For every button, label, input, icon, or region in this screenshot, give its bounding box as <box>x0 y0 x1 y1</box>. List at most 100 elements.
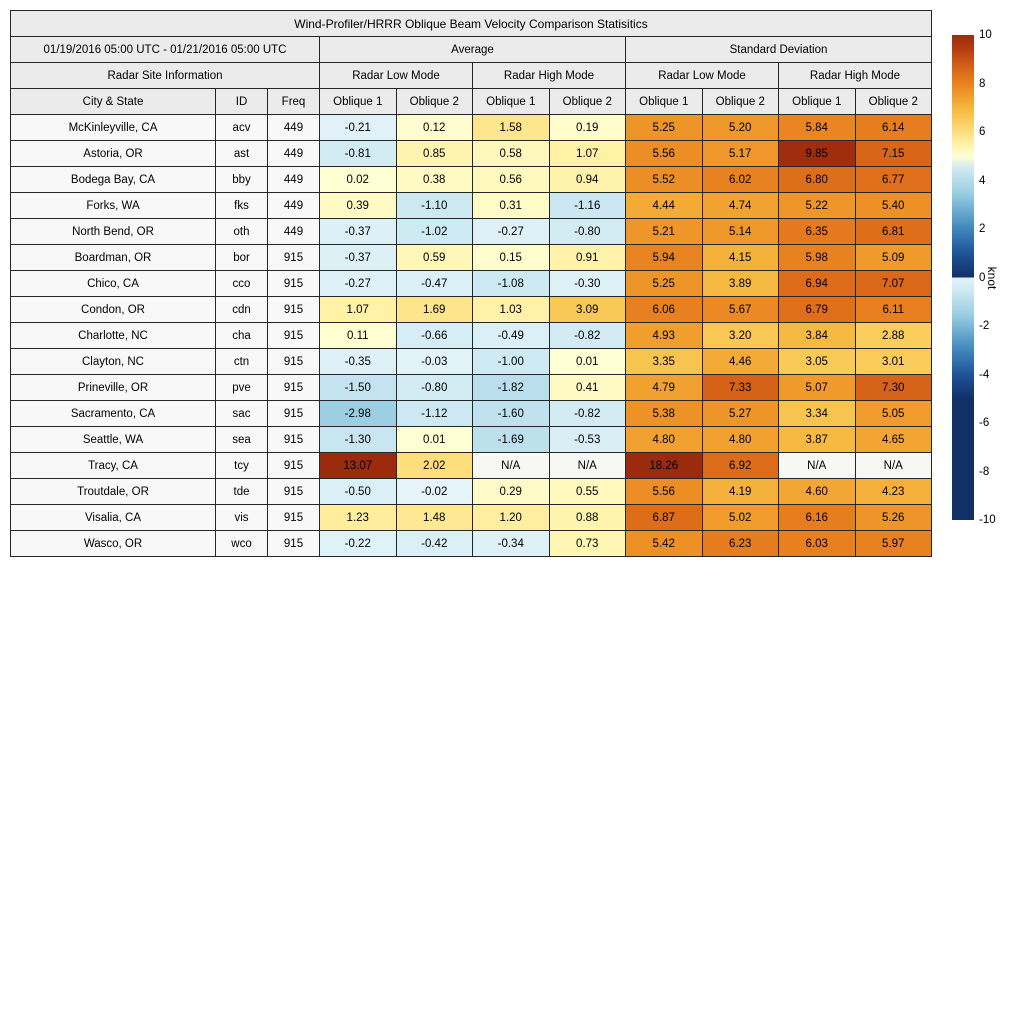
table-row: Wasco, OR wco 915 -0.22 -0.42 -0.34 0.73 5.42 6.… <box>10 530 932 557</box>
value-cell: 0.38 <box>395 166 473 193</box>
value-cell: -0.03 <box>395 348 473 375</box>
site-id-cell: bor <box>215 244 268 271</box>
header-oblique-2: Oblique 2 <box>395 88 473 115</box>
freq-cell: 915 <box>267 478 320 505</box>
value-cell: 4.23 <box>854 478 932 505</box>
value-cell: 7.30 <box>854 374 932 401</box>
freq-cell: 915 <box>267 504 320 531</box>
value-cell: 5.42 <box>625 530 703 557</box>
value-cell: 6.02 <box>701 166 779 193</box>
colorbar-tick-label: -2 <box>979 320 990 332</box>
site-id-cell: bby <box>215 166 268 193</box>
value-cell: 1.03 <box>472 296 550 323</box>
value-cell: 6.23 <box>701 530 779 557</box>
colorbar-tick-label: 4 <box>979 174 986 187</box>
colorbar-tick-label: 10 <box>979 29 992 41</box>
value-cell: 5.97 <box>854 530 932 557</box>
value-cell: 0.11 <box>319 322 397 349</box>
value-cell: 6.14 <box>854 114 932 141</box>
value-cell: 4.46 <box>701 348 779 375</box>
value-cell: 4.65 <box>854 426 932 453</box>
city-state-cell: Bodega Bay, CA <box>10 166 216 193</box>
freq-cell: 449 <box>267 166 320 193</box>
city-state-cell: Astoria, OR <box>10 140 216 167</box>
value-cell: 5.98 <box>778 244 856 271</box>
freq-cell: 915 <box>267 348 320 375</box>
value-cell: 6.80 <box>778 166 856 193</box>
site-id-cell: tde <box>215 478 268 505</box>
value-cell: -0.21 <box>319 114 397 141</box>
site-id-cell: acv <box>215 114 268 141</box>
value-cell: N/A <box>472 452 550 479</box>
value-cell: 0.55 <box>548 478 626 505</box>
value-cell: 6.06 <box>625 296 703 323</box>
column-header-row: City & State ID Freq Oblique 1 Oblique 2… <box>10 88 932 115</box>
freq-cell: 449 <box>267 114 320 141</box>
value-cell: -0.66 <box>395 322 473 349</box>
value-cell: 4.15 <box>701 244 779 271</box>
value-cell: -0.80 <box>548 218 626 245</box>
value-cell: 5.56 <box>625 478 703 505</box>
table-row: Condon, OR cdn 915 1.07 1.69 1.03 3.09 6.06 5.67… <box>10 296 932 323</box>
value-cell: 5.14 <box>701 218 779 245</box>
site-id-cell: sac <box>215 400 268 427</box>
colorbar-tick-label: -4 <box>979 368 990 381</box>
city-state-cell: Visalia, CA <box>10 504 216 531</box>
value-cell: 13.07 <box>319 452 397 479</box>
value-cell: 4.93 <box>625 322 703 349</box>
table-row: Tracy, CA tcy 915 13.07 2.02 N/A N/A 18.26 6.92 N… <box>10 452 932 479</box>
freq-cell: 915 <box>267 452 320 479</box>
statistics-table: Wind-Profiler/HRRR Oblique Beam Velocity… <box>10 10 932 557</box>
figure-title: Wind-Profiler/HRRR Oblique Beam Velocity… <box>10 10 932 37</box>
value-cell: 6.87 <box>625 504 703 531</box>
freq-cell: 915 <box>267 374 320 401</box>
value-cell: 5.84 <box>778 114 856 141</box>
value-cell: 5.27 <box>701 400 779 427</box>
colorbar-tick-label: -6 <box>979 417 990 429</box>
value-cell: -0.82 <box>548 400 626 427</box>
group-header-average: Average <box>319 36 626 63</box>
value-cell: 6.94 <box>778 270 856 297</box>
value-cell: 0.39 <box>319 192 397 219</box>
value-cell: -0.22 <box>319 530 397 557</box>
site-id-cell: pve <box>215 374 268 401</box>
colorbar: knot 10 8 6 4 2 0 -2 -4 -6 -8 -10 <box>952 29 1022 526</box>
value-cell: 7.33 <box>701 374 779 401</box>
header-avg-radar-low-mode: Radar Low Mode <box>319 62 473 89</box>
value-cell: 6.11 <box>854 296 932 323</box>
value-cell: 5.52 <box>625 166 703 193</box>
city-state-cell: Charlotte, NC <box>10 322 216 349</box>
value-cell: -1.60 <box>472 400 550 427</box>
freq-cell: 915 <box>267 426 320 453</box>
value-cell: 4.79 <box>625 374 703 401</box>
site-id-cell: tcy <box>215 452 268 479</box>
value-cell: 0.59 <box>395 244 473 271</box>
colorbar-tick-label: 8 <box>979 77 986 90</box>
value-cell: 5.67 <box>701 296 779 323</box>
site-id-cell: ctn <box>215 348 268 375</box>
site-id-cell: ast <box>215 140 268 167</box>
site-id-cell: wco <box>215 530 268 557</box>
value-cell: 5.05 <box>854 400 932 427</box>
value-cell: 5.21 <box>625 218 703 245</box>
colorbar-tick-label: 0 <box>979 271 986 284</box>
colorbar-tick-label: -8 <box>979 465 990 478</box>
statistics-figure: Wind-Profiler/HRRR Oblique Beam Velocity… <box>10 10 932 557</box>
table-row: Troutdale, OR tde 915 -0.50 -0.02 0.29 0.55 5.5… <box>10 478 932 505</box>
value-cell: -1.69 <box>472 426 550 453</box>
value-cell: 7.07 <box>854 270 932 297</box>
value-cell: 0.73 <box>548 530 626 557</box>
value-cell: 9.85 <box>778 140 856 167</box>
value-cell: 6.81 <box>854 218 932 245</box>
value-cell: 0.94 <box>548 166 626 193</box>
value-cell: 3.01 <box>854 348 932 375</box>
table-row: Visalia, CA vis 915 1.23 1.48 1.20 0.88 6.87 5.0… <box>10 504 932 531</box>
header-oblique-2: Oblique 2 <box>854 88 932 115</box>
value-cell: 0.29 <box>472 478 550 505</box>
value-cell: 0.88 <box>548 504 626 531</box>
city-state-cell: Sacramento, CA <box>10 400 216 427</box>
value-cell: 3.89 <box>701 270 779 297</box>
value-cell: 5.20 <box>701 114 779 141</box>
table-row: Charlotte, NC cha 915 0.11 -0.66 -0.49 -0.82 4.… <box>10 322 932 349</box>
city-state-cell: North Bend, OR <box>10 218 216 245</box>
